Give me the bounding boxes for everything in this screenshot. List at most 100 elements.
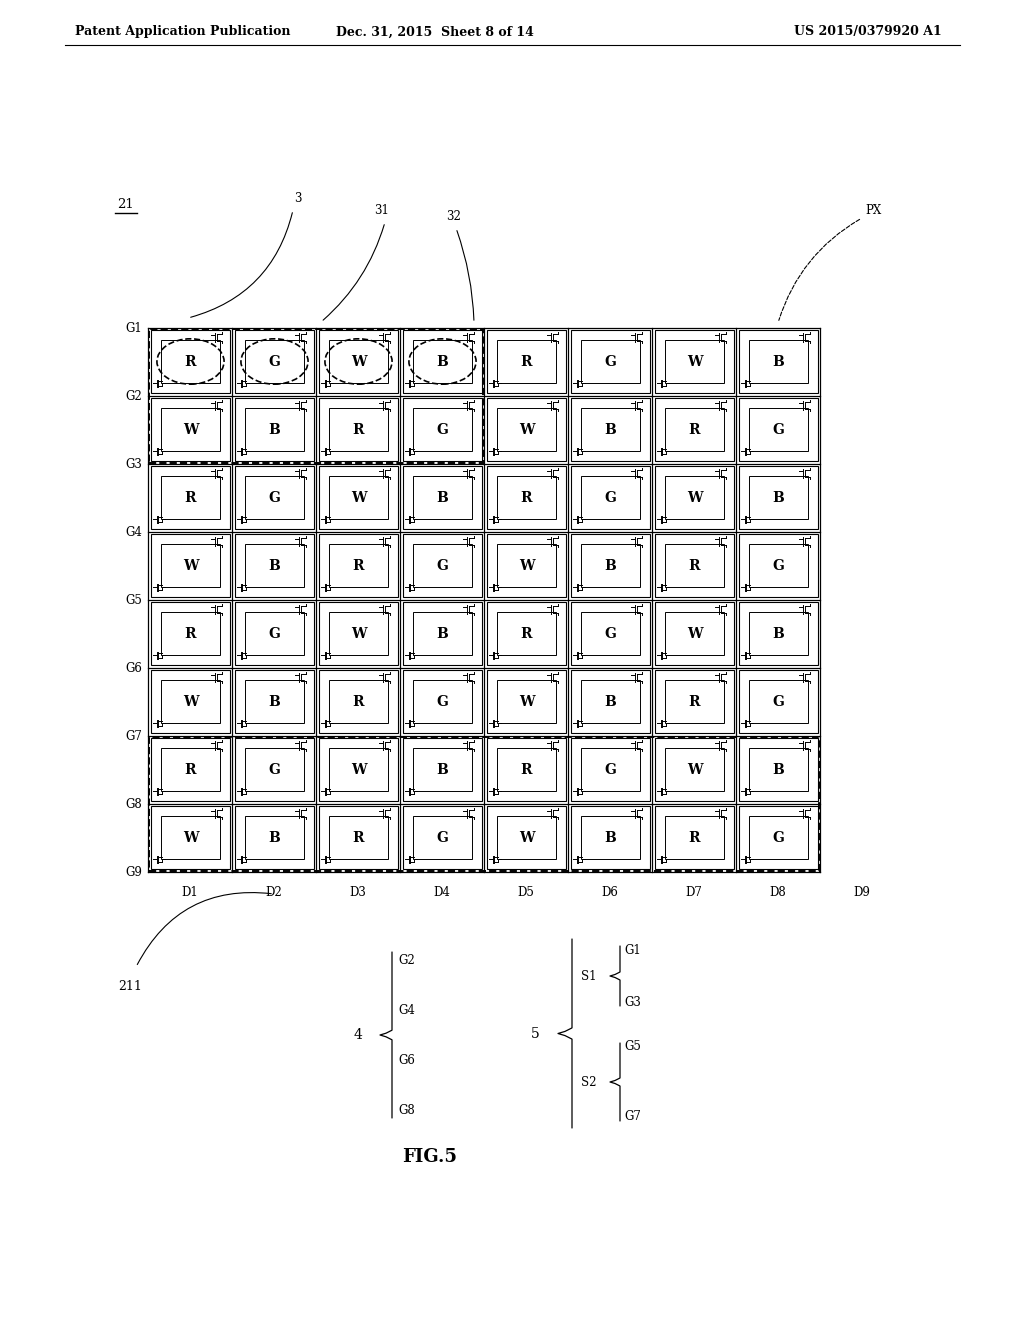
- Text: G8: G8: [398, 1104, 415, 1117]
- Bar: [581, 341, 640, 383]
- Bar: [571, 738, 650, 801]
- Text: R: R: [184, 355, 197, 368]
- Text: US 2015/0379920 A1: US 2015/0379920 A1: [795, 25, 942, 38]
- Text: G: G: [268, 627, 281, 640]
- Bar: [329, 748, 388, 791]
- Text: G6: G6: [398, 1053, 415, 1067]
- Bar: [581, 680, 640, 723]
- Bar: [497, 680, 556, 723]
- Bar: [487, 738, 566, 801]
- Text: W: W: [182, 558, 199, 573]
- Text: 21: 21: [117, 198, 134, 211]
- Text: Dec. 31, 2015  Sheet 8 of 14: Dec. 31, 2015 Sheet 8 of 14: [336, 25, 534, 38]
- Text: G: G: [604, 763, 616, 776]
- Bar: [150, 329, 483, 463]
- Text: D3: D3: [349, 886, 367, 899]
- Text: B: B: [773, 627, 784, 640]
- Bar: [655, 535, 734, 597]
- Bar: [329, 408, 388, 451]
- Bar: [497, 341, 556, 383]
- Text: B: B: [773, 355, 784, 368]
- Text: G: G: [772, 694, 784, 709]
- Text: W: W: [350, 763, 367, 776]
- Text: D5: D5: [517, 886, 535, 899]
- Bar: [329, 341, 388, 383]
- Bar: [749, 612, 808, 655]
- Bar: [234, 671, 314, 733]
- Bar: [749, 816, 808, 859]
- Bar: [329, 477, 388, 519]
- Text: 5: 5: [531, 1027, 540, 1040]
- Text: W: W: [519, 830, 535, 845]
- Bar: [150, 737, 819, 871]
- Text: G6: G6: [125, 661, 142, 675]
- Text: G: G: [436, 830, 449, 845]
- Bar: [749, 408, 808, 451]
- Bar: [234, 330, 314, 393]
- Text: W: W: [182, 422, 199, 437]
- Bar: [329, 816, 388, 859]
- Bar: [319, 807, 398, 869]
- FancyArrowPatch shape: [137, 892, 271, 965]
- Text: R: R: [184, 491, 197, 504]
- Text: G1: G1: [125, 322, 142, 334]
- Text: R: R: [521, 491, 532, 504]
- Bar: [403, 807, 482, 869]
- Text: W: W: [519, 422, 535, 437]
- Text: G7: G7: [125, 730, 142, 742]
- Bar: [571, 671, 650, 733]
- Text: R: R: [352, 422, 365, 437]
- Text: G: G: [604, 491, 616, 504]
- Bar: [403, 330, 482, 393]
- Text: R: R: [184, 763, 197, 776]
- Text: FIG.5: FIG.5: [402, 1148, 458, 1166]
- Text: B: B: [604, 694, 616, 709]
- Text: 3: 3: [294, 191, 302, 205]
- Bar: [571, 399, 650, 461]
- Text: D8: D8: [770, 886, 786, 899]
- Text: G: G: [436, 694, 449, 709]
- Text: D6: D6: [601, 886, 618, 899]
- Bar: [319, 399, 398, 461]
- Bar: [319, 738, 398, 801]
- Bar: [665, 612, 724, 655]
- Bar: [487, 807, 566, 869]
- Text: G: G: [436, 558, 449, 573]
- Bar: [319, 330, 398, 393]
- Text: D2: D2: [265, 886, 283, 899]
- Bar: [161, 680, 220, 723]
- Bar: [497, 408, 556, 451]
- Bar: [749, 341, 808, 383]
- Bar: [161, 748, 220, 791]
- Bar: [497, 748, 556, 791]
- Bar: [497, 477, 556, 519]
- FancyArrowPatch shape: [324, 224, 384, 321]
- Bar: [571, 807, 650, 869]
- Bar: [245, 477, 304, 519]
- FancyArrowPatch shape: [779, 219, 859, 321]
- Text: S1: S1: [581, 969, 596, 982]
- Bar: [497, 612, 556, 655]
- Bar: [487, 671, 566, 733]
- Text: B: B: [773, 763, 784, 776]
- Bar: [245, 612, 304, 655]
- Bar: [161, 477, 220, 519]
- Bar: [581, 748, 640, 791]
- Bar: [581, 816, 640, 859]
- Bar: [151, 671, 230, 733]
- Bar: [487, 602, 566, 665]
- Text: B: B: [436, 763, 449, 776]
- Bar: [497, 816, 556, 859]
- Bar: [151, 602, 230, 665]
- Bar: [749, 748, 808, 791]
- Text: G: G: [772, 830, 784, 845]
- Bar: [655, 330, 734, 393]
- Bar: [403, 738, 482, 801]
- Text: D4: D4: [433, 886, 451, 899]
- Bar: [413, 408, 472, 451]
- Text: G9: G9: [125, 866, 142, 879]
- Bar: [413, 477, 472, 519]
- Bar: [329, 612, 388, 655]
- Bar: [329, 544, 388, 587]
- Text: R: R: [689, 694, 700, 709]
